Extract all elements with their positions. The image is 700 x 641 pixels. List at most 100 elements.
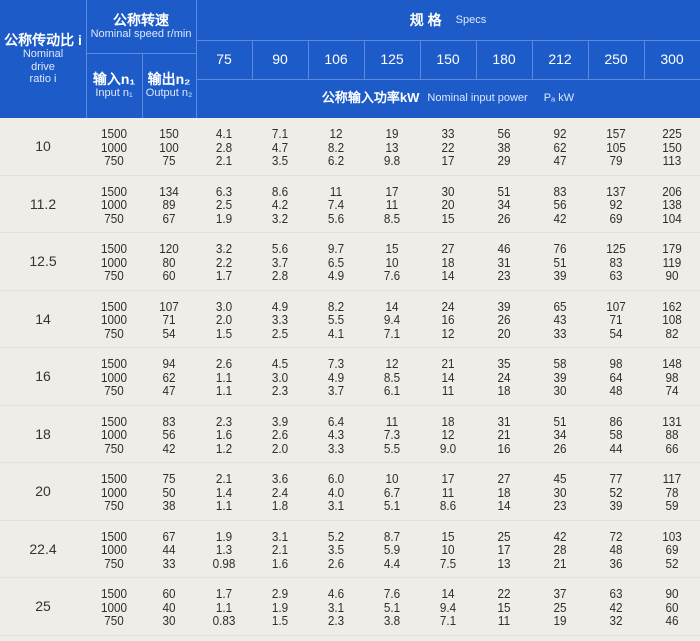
power-cell-300-value: 206 [662,183,682,199]
output-speed-cell-value: 83 [162,413,176,429]
input-speed-cell: 1500 1000 750 [89,299,139,341]
power-cell-180-value: 25 [497,528,511,544]
power-cell-90-value: 2.5 [271,325,289,341]
power-cell-180: 51 34 26 [479,183,529,226]
power-cell-75: 2.6 1.1 1.1 [199,357,249,398]
power-cell-212-value: 76 [553,241,567,256]
power-cell-75: 1.9 1.3 0.98 [199,529,249,571]
power-cell-75: 1.7 1.1 0.83 [199,587,249,628]
output-speed-cell: 107 71 54 [145,299,194,341]
power-cell-90-value: 2.3 [271,383,289,398]
power-cell-90-value: 1.8 [271,498,289,513]
power-cell-180-value: 51 [497,183,511,199]
power-cell-180-value: 26 [497,210,511,226]
input-speed-cell-value: 750 [104,613,124,628]
power-cell-125-value: 12 [385,356,399,371]
power-cell-106-value: 11 [329,183,343,199]
power-cell-125-value: 3.8 [383,613,401,628]
power-cell-106-value: 9.7 [327,241,345,256]
power-cell-212-value: 62 [553,139,567,155]
power-cell-300-value: 60 [665,599,679,615]
power-cell-125-value: 5.1 [383,599,401,615]
power-cell-212-value: 65 [553,298,567,314]
power-cell-212-value: 28 [553,542,567,557]
power-cell-212-value: 39 [553,369,567,385]
power-cell-150-value: 20 [441,197,455,212]
power-cell-90-value: 3.2 [271,210,289,226]
power-cell-250-value: 98 [609,356,623,371]
spec-size-106: 106 [324,51,348,68]
power-cell-300-value: 138 [662,197,682,212]
power-cell-75-value: 1.5 [215,325,233,341]
power-cell-150-value: 17 [441,471,455,486]
power-cell-90-value: 1.6 [271,555,289,571]
power-cell-106-value: 5.6 [327,210,345,226]
power-cell-150: 14 9.4 7.1 [423,587,473,628]
power-cell-90: 4.5 3.0 2.3 [255,357,305,398]
output-speed-cell: 134 89 67 [145,184,194,226]
power-cell-180-value: 24 [497,369,511,385]
input-speed-cell: 1500 1000 750 [89,127,139,168]
power-cell-150: 33 22 17 [423,127,473,168]
power-cell-125-value: 10 [385,471,399,486]
power-cell-90-value: 3.3 [271,312,289,327]
power-cell-250-value: 72 [609,528,623,544]
power-cell-212-value: 47 [553,153,567,168]
power-cell-250: 137 92 69 [591,184,641,226]
power-cell-75: 3.2 2.2 1.7 [199,242,249,283]
power-cell-180-value: 38 [497,139,511,155]
power-cell-106-value: 2.6 [327,555,345,571]
output-speed-cell-value: 47 [162,383,176,398]
power-cell-212-value: 45 [553,471,567,486]
power-cell-150-value: 18 [441,413,455,429]
power-cell-90-value: 2.0 [271,440,289,456]
output-speed-cell: 60 40 30 [145,587,194,628]
power-cell-150-value: 17 [441,153,455,168]
power-cell-106: 4.6 3.1 2.3 [311,587,361,628]
power-cell-75-value: 4.1 [215,126,233,141]
output-speed-cell: 120 80 60 [145,242,194,283]
power-cell-180-value: 31 [497,413,511,429]
power-cell-212-value: 51 [553,254,567,270]
input-speed-cell-value: 1500 [100,413,128,429]
power-cell-180: 46 31 23 [479,242,529,283]
power-cell-75-value: 3.2 [215,241,233,256]
power-cell-125-value: 4.4 [383,555,401,571]
power-cell-250-value: 69 [609,210,623,226]
power-cell-125: 15 10 7.6 [367,242,417,283]
power-cell-106-value: 4.9 [327,369,345,385]
output-speed-cell-value: 94 [162,356,176,371]
power-cell-106-value: 5.5 [327,312,345,327]
power-cell-300-value: 225 [662,126,682,141]
table-row-group: 16 1500 1000 750 94 62 47 2.6 1.1 1.1 4.5 3.0 2.3 7.3… [0,348,700,406]
power-cell-106-value: 7.4 [327,197,345,212]
power-cell-106-value: 8.2 [327,139,345,155]
input-speed-cell: 1500 1000 750 [89,242,139,283]
power-cell-212: 45 30 23 [535,472,585,513]
power-cell-150-value: 14 [441,268,455,283]
power-cell-250-value: 63 [609,586,623,601]
power-cell-250-value: 44 [609,440,623,456]
power-cell-212-value: 42 [553,210,567,226]
power-cell-90-value: 2.8 [271,268,289,283]
output-speed-cell-value: 75 [162,471,176,486]
power-cell-212-value: 56 [553,197,567,212]
power-cell-212-value: 34 [553,427,567,442]
power-cell-300: 162 108 82 [647,299,697,341]
output-speed-cell-value: 40 [162,599,176,615]
power-cell-212-value: 92 [553,126,567,141]
power-cell-300-value: 74 [665,383,679,398]
power-cell-125-value: 11 [385,413,399,429]
power-cell-106-value: 6.5 [327,254,345,270]
power-cell-180: 25 17 13 [479,528,529,571]
power-cell-250-value: 77 [609,471,623,486]
output-speed-cell-value: 89 [162,197,176,212]
power-cell-106-value: 8.2 [327,298,345,314]
table-row-group: 12.5 1500 1000 750 120 80 60 3.2 2.2 1.7 5.6 3.7 2.8… [0,233,700,291]
power-cell-106-value: 6.0 [327,471,345,486]
output-speed-cell-value: 67 [162,210,176,226]
power-cell-150-value: 10 [441,542,455,557]
power-cell-75-value: 1.1 [215,498,233,513]
input-speed-cell-value: 1000 [100,312,128,327]
power-cell-212: 51 34 26 [535,414,585,456]
